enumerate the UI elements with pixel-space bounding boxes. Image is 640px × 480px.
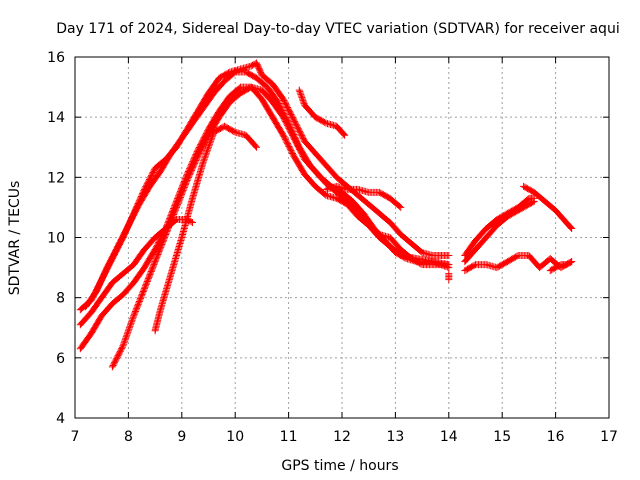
y-tick-label: 4 (56, 411, 65, 427)
chart-title: Day 171 of 2024, Sidereal Day-to-day VTE… (56, 21, 619, 37)
y-tick-label: 12 (47, 170, 65, 186)
plot-frame (74, 56, 610, 419)
marker-trail (322, 182, 405, 211)
x-tick-label: 9 (177, 429, 186, 445)
x-tick-labels: 7 8 9 10 11 12 13 14 15 16 17 (71, 429, 618, 445)
x-axis-label: GPS time / hours (281, 458, 398, 474)
y-tick-label: 8 (56, 291, 65, 307)
y-axis-label: SDTVAR / TECUs (7, 181, 23, 296)
x-tick-label: 8 (124, 429, 133, 445)
series-track-8 (322, 182, 405, 211)
y-tick-label: 10 (47, 231, 65, 247)
x-tick-label: 15 (493, 429, 511, 445)
series-track-6 (151, 122, 261, 335)
x-tick-label: 7 (71, 429, 80, 445)
series-track-14 (445, 270, 453, 284)
x-tick-label: 12 (333, 429, 351, 445)
marker-trail (546, 258, 576, 275)
y-tick-labels: 4 6 8 10 12 14 16 (47, 50, 65, 427)
marker-trail (295, 86, 349, 139)
y-tick-label: 6 (56, 351, 65, 367)
x-tick-label: 17 (600, 429, 618, 445)
x-tick-label: 14 (440, 429, 458, 445)
marker-trail (445, 270, 453, 284)
series-track-11 (520, 182, 576, 232)
marker-trail (151, 122, 261, 335)
y-tick-label: 16 (47, 50, 65, 66)
marker-trail (520, 182, 576, 232)
marker-trail (76, 83, 453, 353)
x-tick-label: 11 (280, 429, 298, 445)
x-tick-label: 13 (386, 429, 404, 445)
x-tick-label: 16 (547, 429, 565, 445)
marker-trail (76, 215, 196, 329)
y-tick-label: 14 (47, 110, 65, 126)
x-tick-label: 10 (226, 429, 244, 445)
series-track-10 (461, 194, 538, 260)
series-track-7 (295, 86, 349, 139)
series-track-4 (76, 83, 453, 353)
series-track-13 (546, 258, 576, 275)
marker-trail (461, 194, 538, 260)
series-track-5 (76, 215, 196, 329)
data-markers (76, 59, 576, 371)
